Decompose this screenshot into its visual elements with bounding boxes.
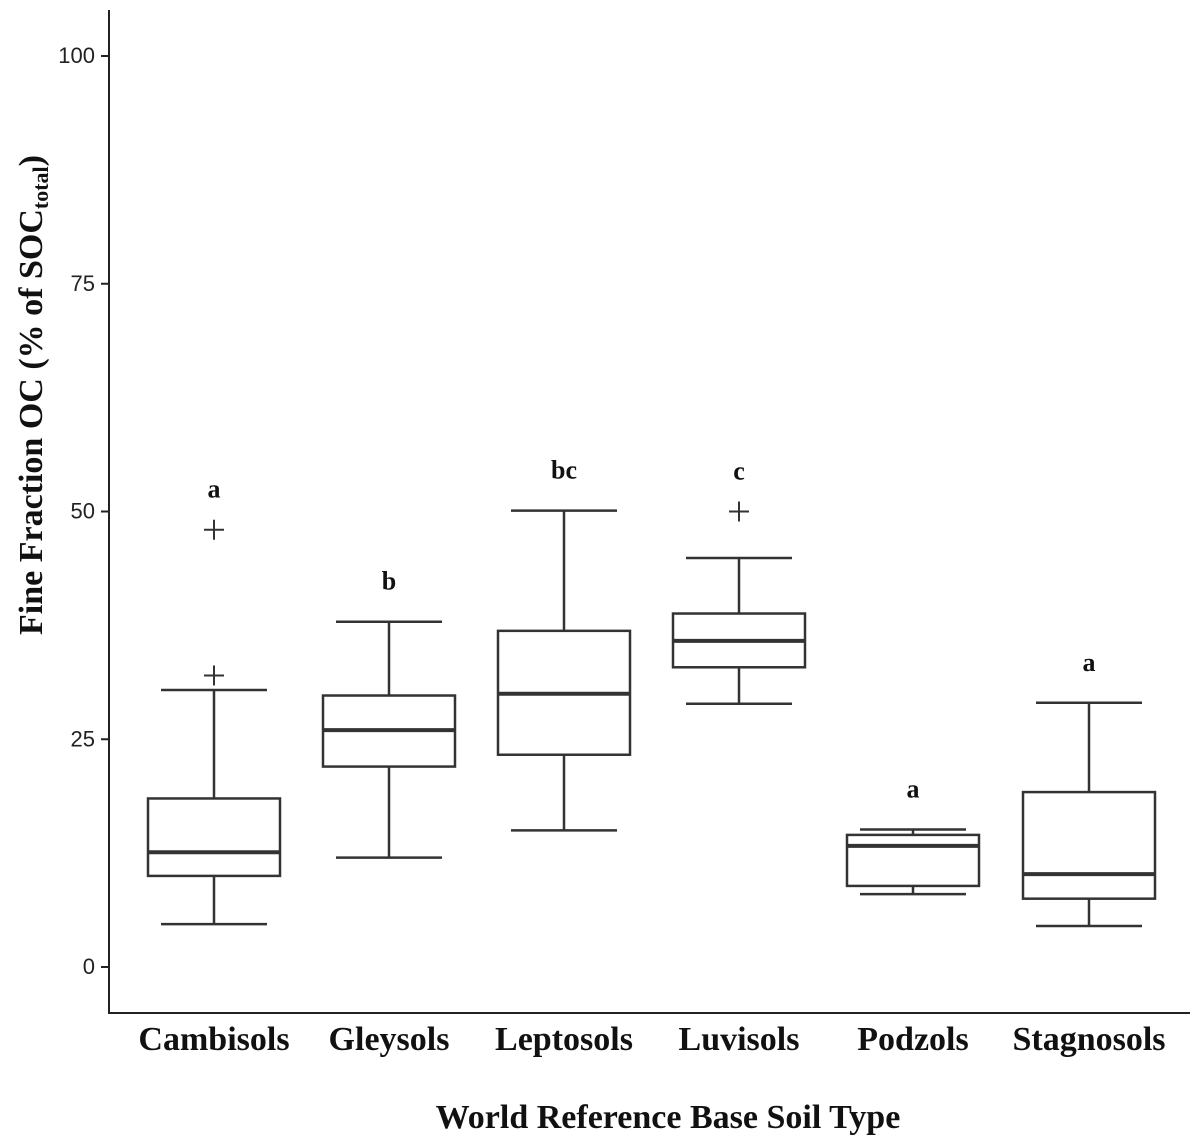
significance-letter: c — [733, 457, 745, 486]
iqr-box — [1021, 790, 1157, 900]
significance-letter: a — [208, 475, 221, 504]
outlier-marker — [204, 519, 224, 540]
iqr-box — [845, 833, 981, 888]
box-stagnosols: a — [1021, 648, 1157, 928]
x-category-label: Cambisols — [138, 1021, 289, 1058]
box-leptosols: bc — [496, 456, 632, 832]
x-category-label: Luvisols — [679, 1021, 800, 1058]
significance-letter: bc — [551, 456, 577, 485]
outlier-marker — [204, 665, 224, 686]
x-category-label: Podzols — [857, 1021, 968, 1058]
significance-letter: a — [907, 774, 920, 803]
y-tick-label: 25 — [71, 726, 95, 751]
box-gleysols: b — [321, 567, 457, 859]
x-axis-category-labels: Cambisols Gleysols Leptosols Luvisols Podzol… — [138, 1021, 1165, 1058]
y-axis-title-main: Fine Fraction OC (% of SOC — [13, 209, 50, 635]
y-tick-label: 0 — [83, 954, 95, 979]
box-podzols: a — [845, 774, 981, 896]
y-tick-label: 100 — [58, 43, 95, 68]
y-axis-ticks: 0 25 50 75 100 — [58, 43, 109, 979]
y-tick-label: 50 — [71, 499, 95, 524]
y-axis-title-close: ) — [13, 155, 50, 166]
x-category-label: Stagnosols — [1012, 1021, 1165, 1058]
x-axis-title: World Reference Base Soil Type — [436, 1099, 901, 1136]
x-category-label: Leptosols — [495, 1021, 633, 1058]
significance-letter: a — [1083, 648, 1096, 677]
box-series: a b bc c a a — [146, 456, 1157, 928]
significance-letter: b — [382, 567, 396, 596]
y-tick-label: 75 — [71, 271, 95, 296]
outlier-marker — [729, 501, 749, 522]
iqr-box — [146, 797, 282, 878]
x-category-label: Gleysols — [329, 1021, 450, 1058]
y-axis-title: Fine Fraction OC (% of SOCtotal) — [13, 155, 53, 635]
box-cambisols: a — [146, 475, 282, 926]
y-axis-title-subscript: total — [28, 166, 53, 209]
box-luvisols: c — [671, 457, 807, 705]
